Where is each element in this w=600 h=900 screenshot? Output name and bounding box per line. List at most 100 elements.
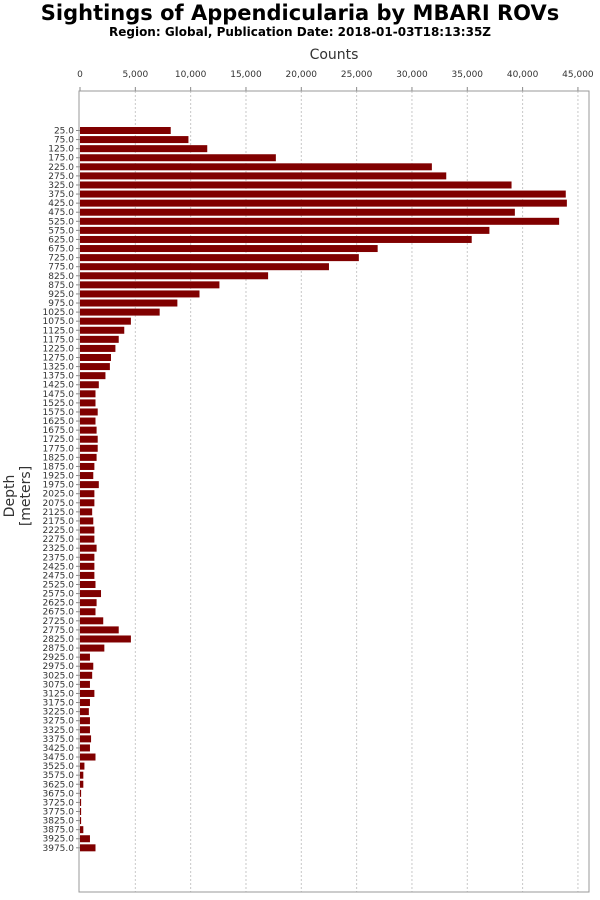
y-tick-label: 575.0 bbox=[48, 226, 74, 236]
bar bbox=[80, 644, 105, 652]
bar bbox=[80, 381, 99, 389]
bar bbox=[80, 426, 97, 434]
bar bbox=[80, 127, 171, 134]
bar bbox=[80, 272, 269, 280]
y-tick-label: 1425.0 bbox=[43, 381, 75, 391]
bar bbox=[80, 753, 96, 761]
y-tick-label: 2525.0 bbox=[43, 581, 75, 591]
y-tick-label: 3675.0 bbox=[43, 789, 75, 799]
y-tick-label: 375.0 bbox=[48, 190, 74, 200]
bar bbox=[80, 635, 131, 643]
y-tick-label: 2575.0 bbox=[43, 590, 75, 600]
bar bbox=[80, 326, 125, 334]
bar bbox=[80, 680, 90, 688]
y-tick-label: 3575.0 bbox=[43, 771, 75, 781]
bar bbox=[80, 390, 96, 398]
y-tick-label: 1275.0 bbox=[43, 354, 75, 364]
y-tick-label: 975.0 bbox=[48, 299, 74, 309]
bar bbox=[80, 481, 99, 489]
chart-title: Sightings of Appendicularia by MBARI ROV… bbox=[40, 1, 560, 25]
y-tick-label: 525.0 bbox=[48, 217, 74, 227]
y-tick-label: 2975.0 bbox=[43, 662, 75, 672]
y-tick-label: 3375.0 bbox=[43, 735, 75, 745]
y-tick-label: 1375.0 bbox=[43, 372, 75, 382]
y-tick-label: 25.0 bbox=[54, 127, 74, 137]
bar bbox=[80, 798, 82, 806]
y-tick-label: 2425.0 bbox=[43, 562, 75, 572]
bar bbox=[80, 453, 97, 461]
x-axis-ticks: 0 5,000 10,000 15,000 20,000 25,000 30,000 35,0… bbox=[77, 70, 594, 91]
y-tick-label: 1875.0 bbox=[43, 462, 75, 472]
bar bbox=[80, 526, 95, 534]
bar bbox=[80, 762, 85, 770]
y-tick-label: 3875.0 bbox=[43, 826, 75, 836]
y-tick-label: 675.0 bbox=[48, 245, 74, 255]
y-tick-label: 1025.0 bbox=[43, 308, 75, 318]
bar bbox=[80, 544, 97, 552]
bar bbox=[80, 490, 95, 498]
bar bbox=[80, 217, 560, 225]
y-tick-label: 1075.0 bbox=[43, 317, 75, 327]
y-tick-label: 325.0 bbox=[48, 181, 74, 191]
y-tick-label: 3925.0 bbox=[43, 835, 75, 845]
y-tick-label: 425.0 bbox=[48, 199, 74, 209]
bar bbox=[80, 344, 116, 352]
bar bbox=[80, 145, 208, 153]
x-tick-label: 45,000 bbox=[562, 70, 594, 80]
bar bbox=[80, 553, 95, 561]
y-tick-label: 2825.0 bbox=[43, 635, 75, 645]
plot-frame bbox=[78, 90, 590, 893]
bar bbox=[80, 671, 93, 679]
bar bbox=[80, 744, 90, 752]
y-tick-label: 2925.0 bbox=[43, 653, 75, 663]
y-tick-label: 2175.0 bbox=[43, 517, 75, 527]
x-tick-label: 15,000 bbox=[230, 70, 262, 80]
y-tick-label: 3725.0 bbox=[43, 798, 75, 808]
y-tick-label: 275.0 bbox=[48, 172, 74, 182]
y-tick-label: 3125.0 bbox=[43, 689, 75, 699]
bar bbox=[80, 771, 84, 779]
bar bbox=[80, 608, 96, 616]
bar bbox=[80, 581, 96, 588]
bar bbox=[80, 254, 359, 262]
y-tick-label: 875.0 bbox=[48, 281, 74, 291]
y-tick-label: 825.0 bbox=[48, 272, 74, 282]
y-tick-label: 2775.0 bbox=[43, 626, 75, 636]
y-tick-label: 125.0 bbox=[48, 145, 74, 155]
chart-subtitle: Region: Global, Publication Date: 2018-0… bbox=[108, 25, 492, 39]
bar bbox=[80, 472, 94, 480]
y-tick-label: 225.0 bbox=[48, 163, 74, 173]
bar bbox=[80, 708, 89, 716]
bar bbox=[80, 844, 96, 852]
bar bbox=[80, 290, 200, 298]
x-tick-label: 10,000 bbox=[175, 70, 207, 80]
bar bbox=[80, 354, 111, 361]
y-tick-label: 1575.0 bbox=[43, 408, 75, 418]
y-tick-label: 1925.0 bbox=[43, 472, 75, 482]
y-tick-label: 1525.0 bbox=[43, 399, 75, 409]
y-tick-label: 725.0 bbox=[48, 254, 74, 264]
bar bbox=[80, 835, 90, 843]
y-tick-label: 1225.0 bbox=[43, 344, 75, 354]
bar bbox=[80, 163, 432, 171]
y-tick-label: 3975.0 bbox=[43, 844, 75, 854]
y-tick-label: 1775.0 bbox=[43, 444, 75, 454]
y-tick-label: 2225.0 bbox=[43, 526, 75, 536]
bar bbox=[80, 372, 106, 380]
x-tick-label: 35,000 bbox=[452, 70, 484, 80]
bar bbox=[80, 245, 378, 253]
x-axis-label: Counts bbox=[309, 47, 359, 63]
y-tick-label: 2725.0 bbox=[43, 617, 75, 627]
y-tick-label: 3325.0 bbox=[43, 726, 75, 736]
bar bbox=[80, 517, 94, 525]
y-tick-label: 3625.0 bbox=[43, 780, 75, 790]
y-tick-label: 475.0 bbox=[48, 208, 74, 218]
y-tick-label: 625.0 bbox=[48, 235, 74, 245]
bar bbox=[80, 190, 566, 198]
y-tick-label: 1125.0 bbox=[43, 326, 75, 336]
bar bbox=[80, 235, 472, 243]
y-tick-label: 2075.0 bbox=[43, 499, 75, 509]
y-tick-label: 3175.0 bbox=[43, 699, 75, 709]
y-tick-label: 3825.0 bbox=[43, 817, 75, 827]
y-tick-label: 1675.0 bbox=[43, 426, 75, 436]
